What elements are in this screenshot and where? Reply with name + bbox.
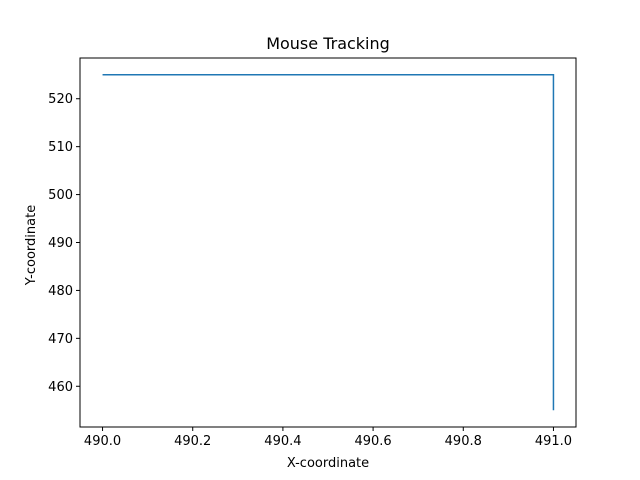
- y-tick-label: 480: [48, 284, 73, 299]
- y-axis-label: Y-coordinate: [24, 205, 39, 286]
- x-tick-label: 490.6: [354, 434, 391, 449]
- x-tick-label: 490.2: [174, 434, 211, 449]
- y-tick-label: 520: [48, 92, 73, 107]
- y-tick-label: 490: [48, 236, 73, 251]
- y-tick-label: 470: [48, 332, 73, 347]
- x-tick-label: 491.0: [535, 434, 572, 449]
- y-tick-label: 500: [48, 188, 73, 203]
- x-axis-label: X-coordinate: [287, 456, 369, 471]
- y-tick-label: 460: [48, 380, 73, 395]
- y-axis-ticks: 460 470 480 490 500 510 520: [48, 92, 80, 395]
- x-tick-label: 490.0: [84, 434, 121, 449]
- x-axis-ticks: 490.0 490.2 490.4 490.6 490.8 491.0: [84, 427, 572, 449]
- x-tick-label: 490.4: [264, 434, 301, 449]
- series-line-0: [102, 74, 555, 411]
- x-tick-label: 490.8: [445, 434, 482, 449]
- y-tick-label: 510: [48, 140, 73, 155]
- chart-title: Mouse Tracking: [266, 34, 390, 53]
